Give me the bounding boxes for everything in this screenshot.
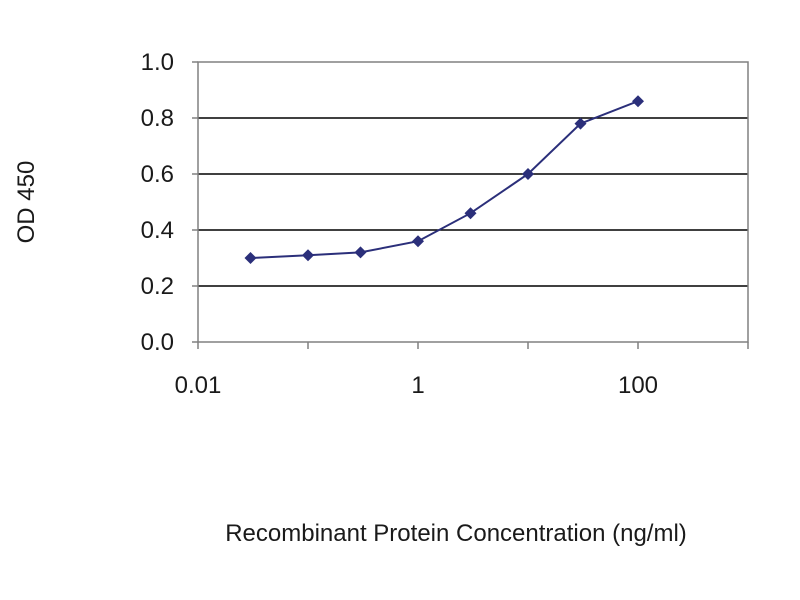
y-axis-title: OD 450 <box>13 161 40 244</box>
data-point <box>302 249 314 262</box>
y-axis-ticks: 0.0 0.2 0.4 0.6 0.8 1.0 <box>141 49 198 356</box>
y-tick-label: 1.0 <box>141 49 174 76</box>
gridlines <box>198 117 748 287</box>
plot-area <box>197 61 749 343</box>
x-axis-ticks: 0.01 1 100 <box>175 342 749 399</box>
x-tick-label: 100 <box>618 372 658 399</box>
y-tick-label: 0.4 <box>141 217 174 244</box>
x-tick-label: 1 <box>411 372 424 399</box>
series-layer <box>244 95 644 264</box>
y-tick-label: 0.8 <box>141 105 174 132</box>
data-point <box>354 246 367 259</box>
data-point <box>574 117 587 130</box>
x-axis-title: Recombinant Protein Concentration (ng/ml… <box>225 520 687 547</box>
x-tick-label: 0.01 <box>175 372 222 399</box>
series-line <box>250 100 639 259</box>
data-point <box>244 252 257 264</box>
data-point <box>632 95 644 108</box>
y-tick-label: 0.2 <box>141 273 174 300</box>
data-point <box>412 235 424 248</box>
data-point <box>464 207 477 220</box>
y-tick-label: 0.6 <box>141 161 174 188</box>
y-tick-label: 0.0 <box>141 329 174 356</box>
data-point <box>522 168 534 180</box>
